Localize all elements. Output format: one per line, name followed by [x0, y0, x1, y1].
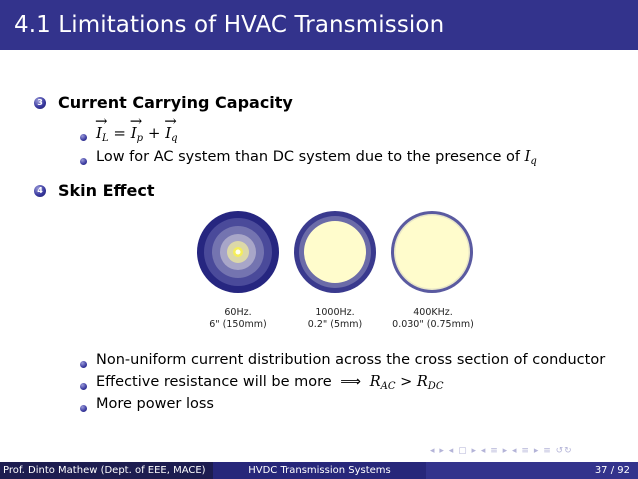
numbered-bullet-3: 3: [34, 97, 46, 109]
slide-header: 4.1 Limitations of HVAC Transmission: [0, 0, 638, 50]
plus-sign: +: [147, 124, 161, 142]
bullet-non-uniform: Non-uniform current distribution across …: [96, 352, 606, 368]
bullet-dot: [80, 134, 87, 141]
slide-title: 4.1 Limitations of HVAC Transmission: [14, 12, 445, 38]
caption-60hz: 60Hz. 6" (150mm): [209, 307, 267, 330]
equals-sign: =: [113, 124, 126, 142]
heading-skin-effect: Skin Effect: [58, 181, 155, 200]
conductor-400khz: [391, 211, 473, 293]
implies-arrow: ⟹: [340, 374, 362, 390]
current-equation: IL = Ip + Iq: [95, 112, 178, 144]
caption-400khz: 400KHz. 0.030" (0.75mm): [392, 307, 474, 330]
greater-sign: >: [400, 374, 413, 390]
vector-il: IL: [95, 112, 109, 144]
bullet-ac-low: Low for AC system than DC system due to …: [96, 149, 537, 167]
footer-page-number: 37 / 92: [426, 462, 638, 479]
math-rac: RAC: [369, 374, 396, 392]
bullet-dot: [80, 383, 87, 390]
caption-1000hz: 1000Hz. 0.2" (5mm): [307, 307, 363, 330]
bullet-effective-resistance: Effective resistance will be more ⟹ RAC …: [96, 374, 444, 392]
vector-iq: Iq: [164, 112, 177, 144]
math-iq: Iq: [524, 149, 537, 167]
bullet-dot: [80, 405, 87, 412]
vector-ip: Ip: [130, 112, 143, 144]
numbered-bullet-4: 4: [34, 185, 46, 197]
heading-current-carrying-capacity: Current Carrying Capacity: [58, 93, 293, 112]
slide-footer: Prof. Dinto Mathew (Dept. of EEE, MACE) …: [0, 462, 638, 479]
conductor-1000hz: [294, 211, 376, 293]
conductor-60hz: [197, 211, 279, 293]
footer-author: Prof. Dinto Mathew (Dept. of EEE, MACE): [0, 462, 213, 479]
bullet-dot: [80, 361, 87, 368]
bullet-power-loss: More power loss: [96, 396, 214, 412]
footer-course: HVDC Transmission Systems: [213, 462, 426, 479]
conductor-cross-sections: [197, 211, 473, 293]
bullet-dot: [80, 158, 87, 165]
beamer-navigation-bar[interactable]: ◂ ▸ ◂ ▢ ▸ ◂ ≡ ▸ ◂ ≡ ▸ ≡ ↺↻: [430, 446, 573, 456]
skin-effect-figure: 60Hz. 6" (150mm) 1000Hz. 0.2" (5mm) 400K…: [190, 205, 490, 335]
math-rdc: RDC: [416, 374, 444, 392]
